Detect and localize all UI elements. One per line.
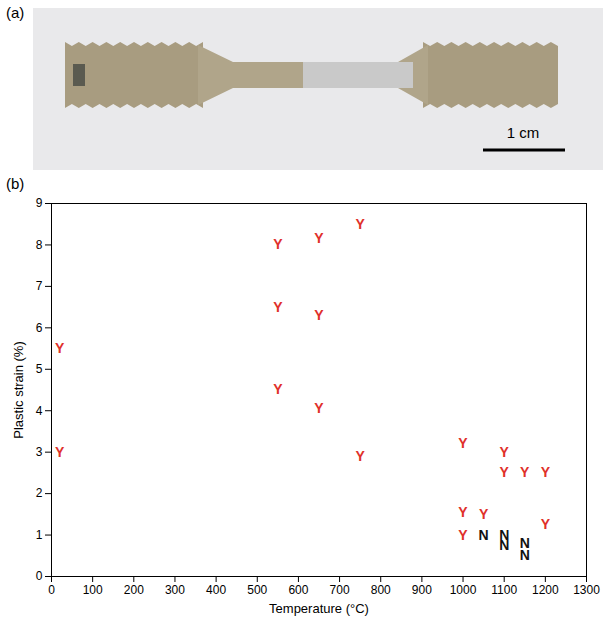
svg-text:1200: 1200	[532, 583, 559, 597]
svg-text:Temperature (°C): Temperature (°C)	[269, 601, 369, 616]
svg-text:1300: 1300	[573, 583, 600, 597]
svg-text:200: 200	[124, 583, 144, 597]
svg-text:(a): (a)	[6, 4, 24, 21]
svg-text:Y: Y	[273, 236, 283, 252]
svg-text:500: 500	[247, 583, 267, 597]
svg-text:5: 5	[36, 362, 43, 376]
svg-text:N: N	[520, 547, 530, 563]
svg-text:Y: Y	[355, 448, 365, 464]
svg-text:1000: 1000	[450, 583, 477, 597]
svg-text:N: N	[499, 537, 509, 553]
svg-text:Y: Y	[314, 307, 324, 323]
svg-text:4: 4	[36, 404, 43, 418]
svg-text:Y: Y	[479, 506, 489, 522]
svg-text:700: 700	[330, 583, 350, 597]
svg-text:2: 2	[36, 486, 43, 500]
svg-text:0: 0	[36, 569, 43, 583]
svg-text:Y: Y	[314, 230, 324, 246]
svg-text:1100: 1100	[491, 583, 517, 597]
svg-text:600: 600	[288, 583, 308, 597]
svg-text:1: 1	[36, 528, 43, 542]
svg-text:Y: Y	[520, 464, 530, 480]
svg-text:N: N	[499, 526, 510, 543]
svg-text:100: 100	[83, 583, 103, 597]
svg-text:Y: Y	[458, 435, 468, 451]
svg-text:Y: Y	[500, 444, 510, 460]
svg-text:3: 3	[36, 445, 43, 459]
svg-text:N: N	[519, 534, 530, 551]
svg-text:800: 800	[371, 583, 391, 597]
svg-text:Y: Y	[500, 464, 510, 480]
svg-text:Y: Y	[55, 340, 65, 356]
svg-text:300: 300	[165, 583, 185, 597]
svg-text:Y: Y	[314, 400, 324, 416]
svg-text:900: 900	[412, 583, 432, 597]
svg-text:8: 8	[36, 238, 43, 252]
svg-text:Y: Y	[55, 444, 65, 460]
svg-text:Y: Y	[541, 464, 551, 480]
svg-text:N: N	[479, 527, 489, 543]
svg-text:Y: Y	[355, 216, 365, 232]
svg-text:Y: Y	[273, 381, 283, 397]
svg-text:Y: Y	[541, 516, 551, 532]
svg-text:9: 9	[36, 196, 43, 210]
svg-text:Y: Y	[458, 527, 468, 543]
svg-text:Plastic strain (%): Plastic strain (%)	[11, 341, 26, 439]
html-text:(b): (b)	[6, 175, 25, 192]
svg-text:Y: Y	[458, 504, 468, 520]
svg-text:7: 7	[36, 279, 43, 293]
svg-text:Y: Y	[273, 299, 283, 315]
svg-text:6: 6	[36, 321, 43, 335]
svg-text:0: 0	[48, 583, 55, 597]
svg-text:400: 400	[206, 583, 226, 597]
svg-text:1 cm: 1 cm	[507, 124, 540, 141]
